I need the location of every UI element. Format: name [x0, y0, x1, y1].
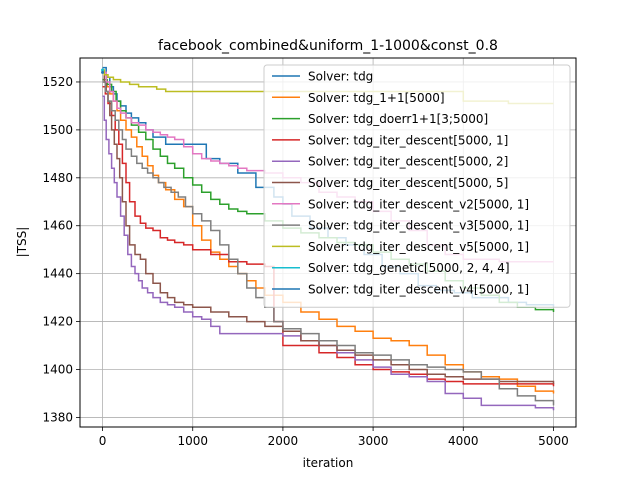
y-tick-label: 1440 — [42, 267, 73, 281]
x-tick-label: 0 — [99, 434, 107, 448]
y-axis-label: |TSS| — [15, 227, 29, 258]
y-tick-label: 1500 — [42, 123, 73, 137]
axes-frame — [79, 57, 577, 428]
chart-title: facebook_combined&uniform_1-1000&const_0… — [158, 38, 498, 54]
legend-label: Solver: tdg_iter_descent_v4[5000, 1] — [308, 283, 529, 297]
x-tick-label: 3000 — [358, 434, 389, 448]
legend-label: Solver: tdg_doerr1+1[3;5000] — [308, 112, 488, 126]
y-tick-label: 1480 — [42, 171, 73, 185]
x-tick-label: 4000 — [448, 434, 479, 448]
legend: Solver: tdg Solver: tdg_1+1[5000] Solver: … — [263, 64, 571, 308]
series-line-tdg-iter-descent-v3-5000-1 — [102, 81, 555, 406]
y-tick-label: 1380 — [42, 410, 73, 424]
series-line-tdg-iter-descent-5000-5 — [102, 71, 555, 384]
y-tick-label: 1460 — [42, 219, 73, 233]
legend-label: Solver: tdg_iter_descent_v2[5000, 1] — [308, 197, 529, 211]
series-line-tdg-iter-descent-5000-2 — [102, 95, 555, 411]
x-tick-label: 5000 — [538, 434, 569, 448]
legend-label: Solver: tdg_iter_descent[5000, 1] — [308, 133, 508, 147]
legend-label: Solver: tdg_iter_descent_v3[5000, 1] — [308, 219, 529, 233]
series-line-tdg-iter-descent-5000-1 — [102, 86, 555, 387]
x-tick-label: 1000 — [177, 434, 208, 448]
legend-label: Solver: tdg — [308, 70, 373, 84]
legend-label: Solver: tdg_iter_descent[5000, 5] — [308, 176, 508, 190]
x-axis-label: iteration — [303, 456, 354, 470]
legend-label: Solver: tdg_1+1[5000] — [308, 91, 445, 105]
x-tick-label: 2000 — [268, 434, 299, 448]
y-tick-label: 1520 — [42, 75, 73, 89]
series-point-tdg-genetic-5000-2-4-4 — [101, 68, 105, 72]
y-tick-label: 1400 — [42, 362, 73, 376]
axis-ticks: 0 1000 2000 3000 4000 5000 1380 1400 1420 1440 146… — [42, 75, 568, 448]
legend-box — [263, 64, 571, 308]
y-tick-label: 1420 — [42, 315, 73, 329]
legend-label: Solver: tdg_genetic[5000, 2, 4, 4] — [308, 261, 510, 275]
legend-label: Solver: tdg_iter_descent_v5[5000, 1] — [308, 240, 529, 254]
legend-label: Solver: tdg_iter_descent[5000, 2] — [308, 155, 508, 169]
series-point-tdg-iter-descent-v4-5000-1 — [101, 70, 105, 74]
